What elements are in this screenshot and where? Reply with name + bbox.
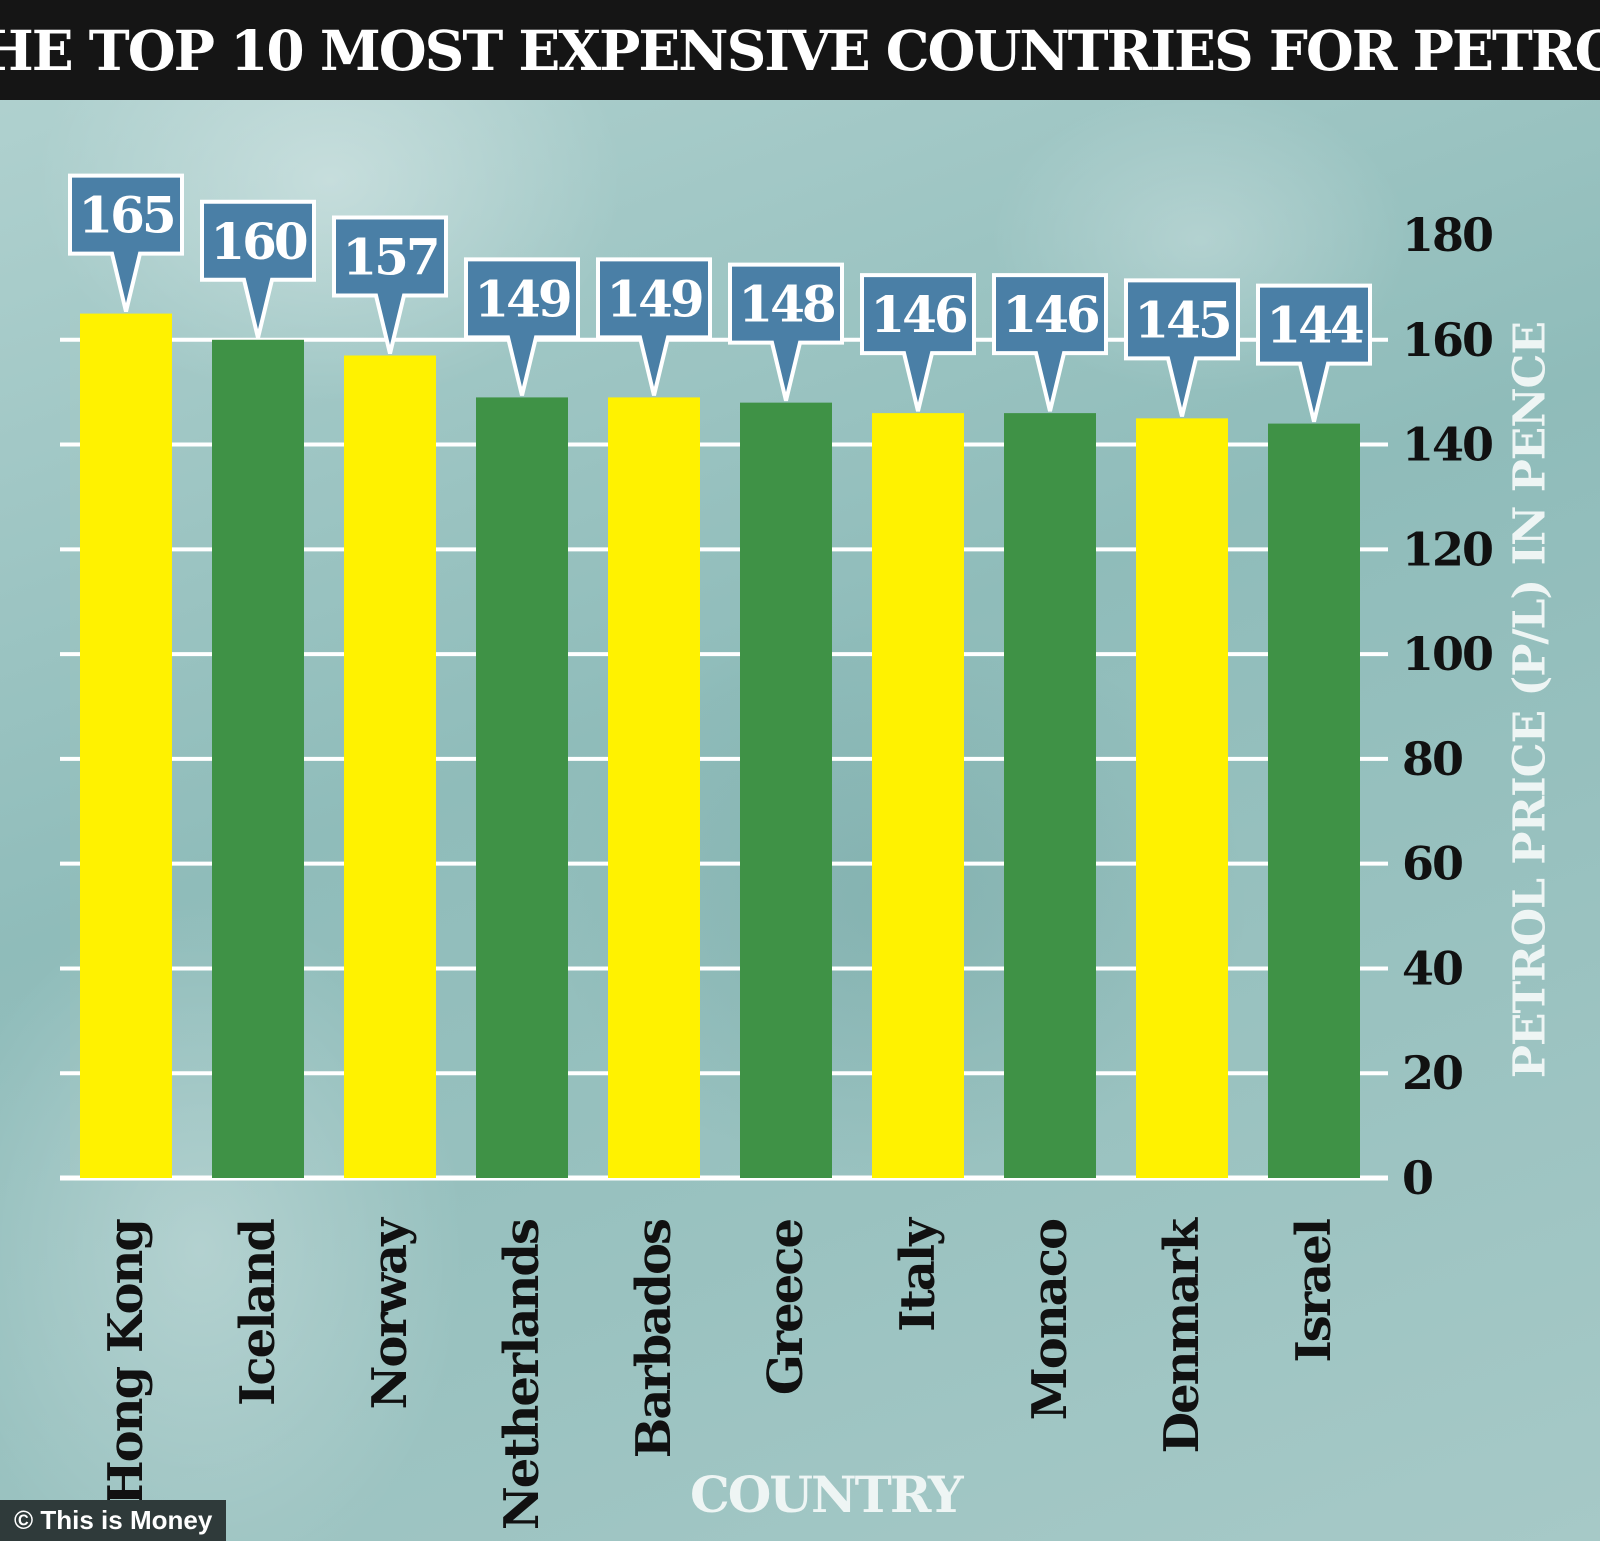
callout-hong-kong: 165 <box>68 173 184 313</box>
callout-box-denmark <box>1124 278 1240 417</box>
category-label-italy: Italy <box>890 1216 946 1332</box>
bar-denmark <box>1136 418 1228 1179</box>
data-label-italy: 146 <box>870 285 967 344</box>
category-label-israel: Israel <box>1286 1218 1342 1362</box>
data-label-norway: 157 <box>342 227 437 286</box>
callout-netherlands: 149 <box>464 257 580 396</box>
chart-title: THE TOP 10 MOST EXPENSIVE COUNTRIES FOR … <box>0 17 1600 83</box>
bar-monaco <box>1004 413 1096 1179</box>
data-labels: 165 160 157 149 149 148 146 146 145 144 <box>68 173 1372 423</box>
y-tick-160: 160 <box>1402 313 1492 367</box>
category-label-netherlands: Netherlands <box>494 1219 550 1530</box>
bar-italy <box>872 413 964 1179</box>
y-tick-80: 80 <box>1402 732 1462 786</box>
data-label-hong-kong: 165 <box>78 186 173 245</box>
callout-box-monaco <box>992 273 1108 412</box>
data-label-barbados: 149 <box>606 269 702 328</box>
source-credit: © This is Money <box>0 1500 227 1541</box>
callout-italy: 146 <box>860 273 976 412</box>
callout-box-netherlands <box>464 257 580 396</box>
bar-iceland <box>212 339 304 1178</box>
data-label-greece: 148 <box>738 275 835 334</box>
callout-box-italy <box>860 273 976 412</box>
bar-hong-kong <box>80 313 172 1178</box>
bar-israel <box>1268 423 1360 1179</box>
y-tick-40: 40 <box>1402 941 1462 995</box>
x-axis-title: COUNTRY <box>690 1465 964 1524</box>
data-label-netherlands: 149 <box>474 269 570 328</box>
category-label-monaco: Monaco <box>1022 1219 1078 1420</box>
category-label-greece: Greece <box>758 1220 814 1396</box>
bar-norway <box>344 355 436 1178</box>
callout-box-hong-kong <box>68 173 184 313</box>
y-tick-140: 140 <box>1402 418 1492 472</box>
y-tick-180: 180 <box>1402 208 1492 262</box>
category-label-denmark: Denmark <box>1154 1216 1210 1453</box>
callout-box-greece <box>728 262 844 402</box>
callout-norway: 157 <box>332 215 448 354</box>
callout-box-israel <box>1256 283 1372 423</box>
category-label-iceland: Iceland <box>230 1219 286 1406</box>
category-label-hong-kong: Hong Kong <box>98 1219 154 1506</box>
data-label-denmark: 145 <box>1134 290 1229 349</box>
bars <box>80 313 1360 1179</box>
callout-denmark: 145 <box>1124 278 1240 417</box>
bar-netherlands <box>476 397 568 1179</box>
category-label-barbados: Barbados <box>626 1219 682 1458</box>
data-label-iceland: 160 <box>210 212 307 271</box>
bar-barbados <box>608 397 700 1179</box>
callout-greece: 148 <box>728 262 844 402</box>
title-bar: THE TOP 10 MOST EXPENSIVE COUNTRIES FOR … <box>0 0 1600 100</box>
callout-israel: 144 <box>1256 283 1372 423</box>
x-axis-categories: Hong Kong Iceland Norway Netherlands Barbado… <box>98 1216 1342 1530</box>
data-label-israel: 144 <box>1266 296 1363 355</box>
y-axis-ticks: 0 20 40 60 80 100 120 140 160 180 <box>1402 208 1494 1205</box>
callout-box-iceland <box>200 199 316 339</box>
category-label-norway: Norway <box>362 1216 418 1410</box>
y-axis-title-text: PETROL PRICE (P/L) IN PENCE <box>1504 321 1556 1079</box>
callout-iceland: 160 <box>200 199 316 339</box>
data-label-monaco: 146 <box>1002 285 1099 344</box>
callout-barbados: 149 <box>596 257 712 396</box>
bar-greece <box>740 402 832 1179</box>
callout-box-barbados <box>596 257 712 396</box>
callout-box-norway <box>332 215 448 354</box>
y-tick-120: 120 <box>1402 522 1492 576</box>
y-tick-0: 0 <box>1402 1151 1432 1205</box>
y-tick-60: 60 <box>1402 837 1462 891</box>
y-tick-20: 20 <box>1402 1046 1462 1100</box>
y-tick-100: 100 <box>1402 627 1492 681</box>
callout-monaco: 146 <box>992 273 1108 412</box>
